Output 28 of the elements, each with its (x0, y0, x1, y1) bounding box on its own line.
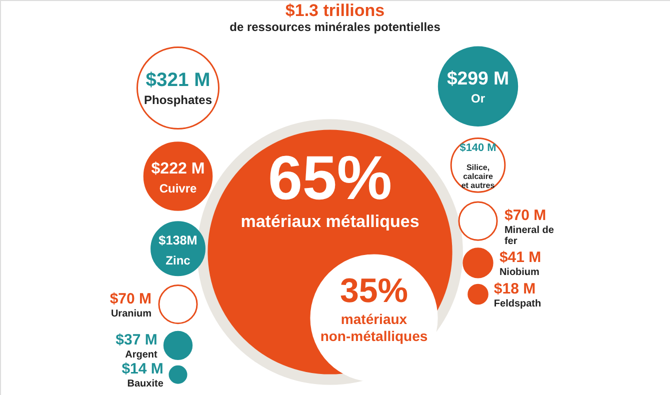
data-label: $321 M (146, 70, 210, 91)
category-label: Bauxite (127, 378, 164, 390)
category-label: Argent (125, 349, 158, 360)
category-label: Phosphates (144, 93, 212, 107)
category-label: Niobium (499, 266, 540, 278)
category-label: Cuivre (159, 181, 197, 196)
data-label: $299 M (446, 67, 510, 88)
text: de ressources minérales potentielles (230, 20, 441, 34)
text: $1.3 trillions (285, 1, 385, 20)
category-label: Feldspath (494, 298, 542, 310)
data-label: $18 M (494, 280, 536, 298)
data-label: $14 M (122, 360, 164, 378)
category-label: Uranium (110, 308, 152, 320)
text: matériaux non-métalliques (320, 311, 428, 344)
data-label: $41 M (499, 248, 542, 266)
text: matériaux métalliques (240, 212, 420, 231)
text: 35% (340, 272, 408, 310)
data-label: $140 M (460, 142, 496, 154)
data-label: $70 M (110, 290, 152, 308)
data-label: $37 M (116, 331, 158, 348)
category-label: Zinc (166, 254, 191, 268)
category-label: Or (470, 91, 486, 106)
data-label: $70 M (504, 207, 546, 224)
text: 65% (268, 144, 392, 213)
data-label: $138M (158, 234, 198, 248)
category-label: Mineral de fer (504, 225, 554, 248)
data-label: $222 M (151, 159, 205, 178)
category-label: Silice, calcaire et autres (461, 163, 496, 190)
